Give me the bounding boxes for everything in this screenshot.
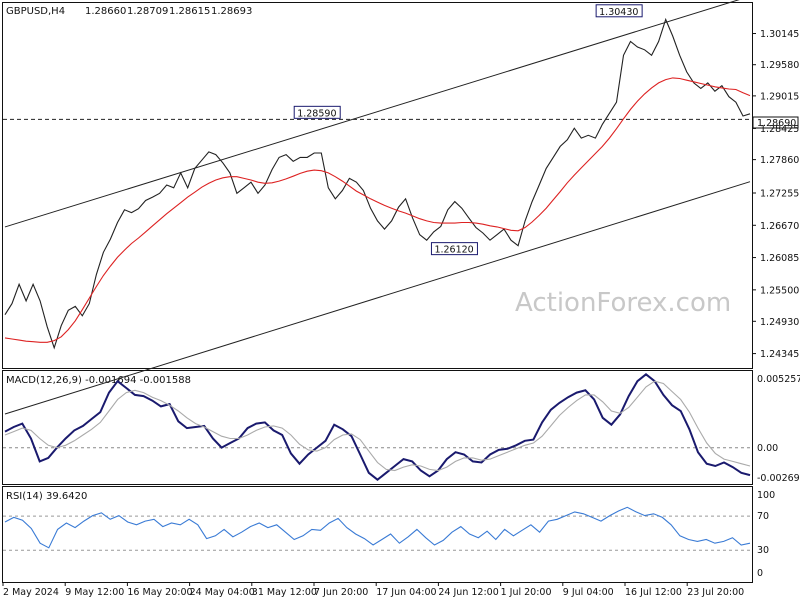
price-ytick-label: 1.26670 bbox=[760, 221, 799, 232]
xtick-label: 31 May 12:00 bbox=[252, 587, 317, 598]
xtick-label: 17 Jun 04:00 bbox=[376, 587, 436, 598]
price-low: 1.28615 bbox=[169, 6, 210, 17]
xtick-label: 24 Jun 12:00 bbox=[438, 587, 498, 598]
xtick-label: 23 Jul 20:00 bbox=[687, 587, 744, 598]
macd-tick-bottom: -0.00269 bbox=[757, 473, 800, 484]
xtick-label: 16 May 20:00 bbox=[127, 587, 192, 598]
price-ytick-label: 1.27255 bbox=[760, 189, 799, 200]
price-ytick-label: 1.29580 bbox=[760, 60, 799, 71]
current-price-box bbox=[752, 116, 799, 129]
channel-lower-line bbox=[4, 181, 751, 415]
price-close: 1.28693 bbox=[211, 6, 252, 17]
price-ytick-label: 1.25500 bbox=[760, 285, 799, 296]
price-ytick-label: 1.27860 bbox=[760, 155, 799, 166]
price-series-1-line bbox=[4, 77, 751, 343]
price-pane bbox=[2, 2, 753, 369]
macd-series-0-line bbox=[4, 373, 751, 481]
xtick-label: 2 May 2024 bbox=[3, 587, 59, 598]
current-price-label: 1.28690 bbox=[757, 118, 796, 129]
xtick-label: 16 Jul 12:00 bbox=[625, 587, 682, 598]
annotation-label: 1.28590 bbox=[297, 108, 336, 119]
rsi-tick-100: 100 bbox=[757, 490, 775, 501]
watermark: ActionForex.com bbox=[515, 288, 731, 318]
macd-pane bbox=[2, 370, 753, 485]
price-ytick-label: 1.24930 bbox=[760, 317, 799, 328]
price-series-0-line bbox=[4, 17, 751, 350]
macd-tick-zero: 0.00 bbox=[757, 443, 778, 454]
price-ytick-label: 1.30145 bbox=[760, 29, 799, 40]
rsi-series-0-line bbox=[4, 506, 751, 549]
macd-tick-top: 0.005257 bbox=[757, 374, 800, 385]
rsi-tick-0: 0 bbox=[757, 568, 763, 579]
macd-title: MACD(12,26,9) -0.001694 -0.001588 bbox=[6, 375, 191, 386]
annotation-box bbox=[595, 4, 643, 18]
xtick-label: 7 Jun 20:00 bbox=[314, 587, 368, 598]
xtick-label: 9 May 12:00 bbox=[65, 587, 124, 598]
price-ytick-label: 1.29015 bbox=[760, 91, 799, 102]
rsi-pane bbox=[2, 486, 753, 583]
xtick-label: 9 Jul 04:00 bbox=[563, 587, 614, 598]
price-ytick-label: 1.26085 bbox=[760, 253, 799, 264]
price-ytick-label: 1.24345 bbox=[760, 349, 799, 360]
macd-series-1-line bbox=[4, 380, 751, 472]
rsi-title: RSI(14) 39.6420 bbox=[6, 491, 87, 502]
price-ytick-label: 1.28425 bbox=[760, 124, 799, 135]
annotation-label: 1.30430 bbox=[599, 7, 638, 18]
xtick-label: 1 Jul 20:00 bbox=[501, 587, 552, 598]
price-high: 1.28709 bbox=[127, 6, 168, 17]
xtick-label: 24 May 04:00 bbox=[190, 587, 255, 598]
annotation-box bbox=[293, 105, 341, 119]
price-title: GBPUSD,H4 bbox=[6, 6, 65, 17]
channel-upper-line bbox=[4, 0, 740, 228]
rsi-tick-70: 70 bbox=[757, 511, 769, 522]
price-open: 1.28660 bbox=[85, 6, 126, 17]
annotation-label: 1.26120 bbox=[434, 245, 473, 256]
rsi-tick-30: 30 bbox=[757, 545, 769, 556]
annotation-box bbox=[430, 242, 478, 256]
